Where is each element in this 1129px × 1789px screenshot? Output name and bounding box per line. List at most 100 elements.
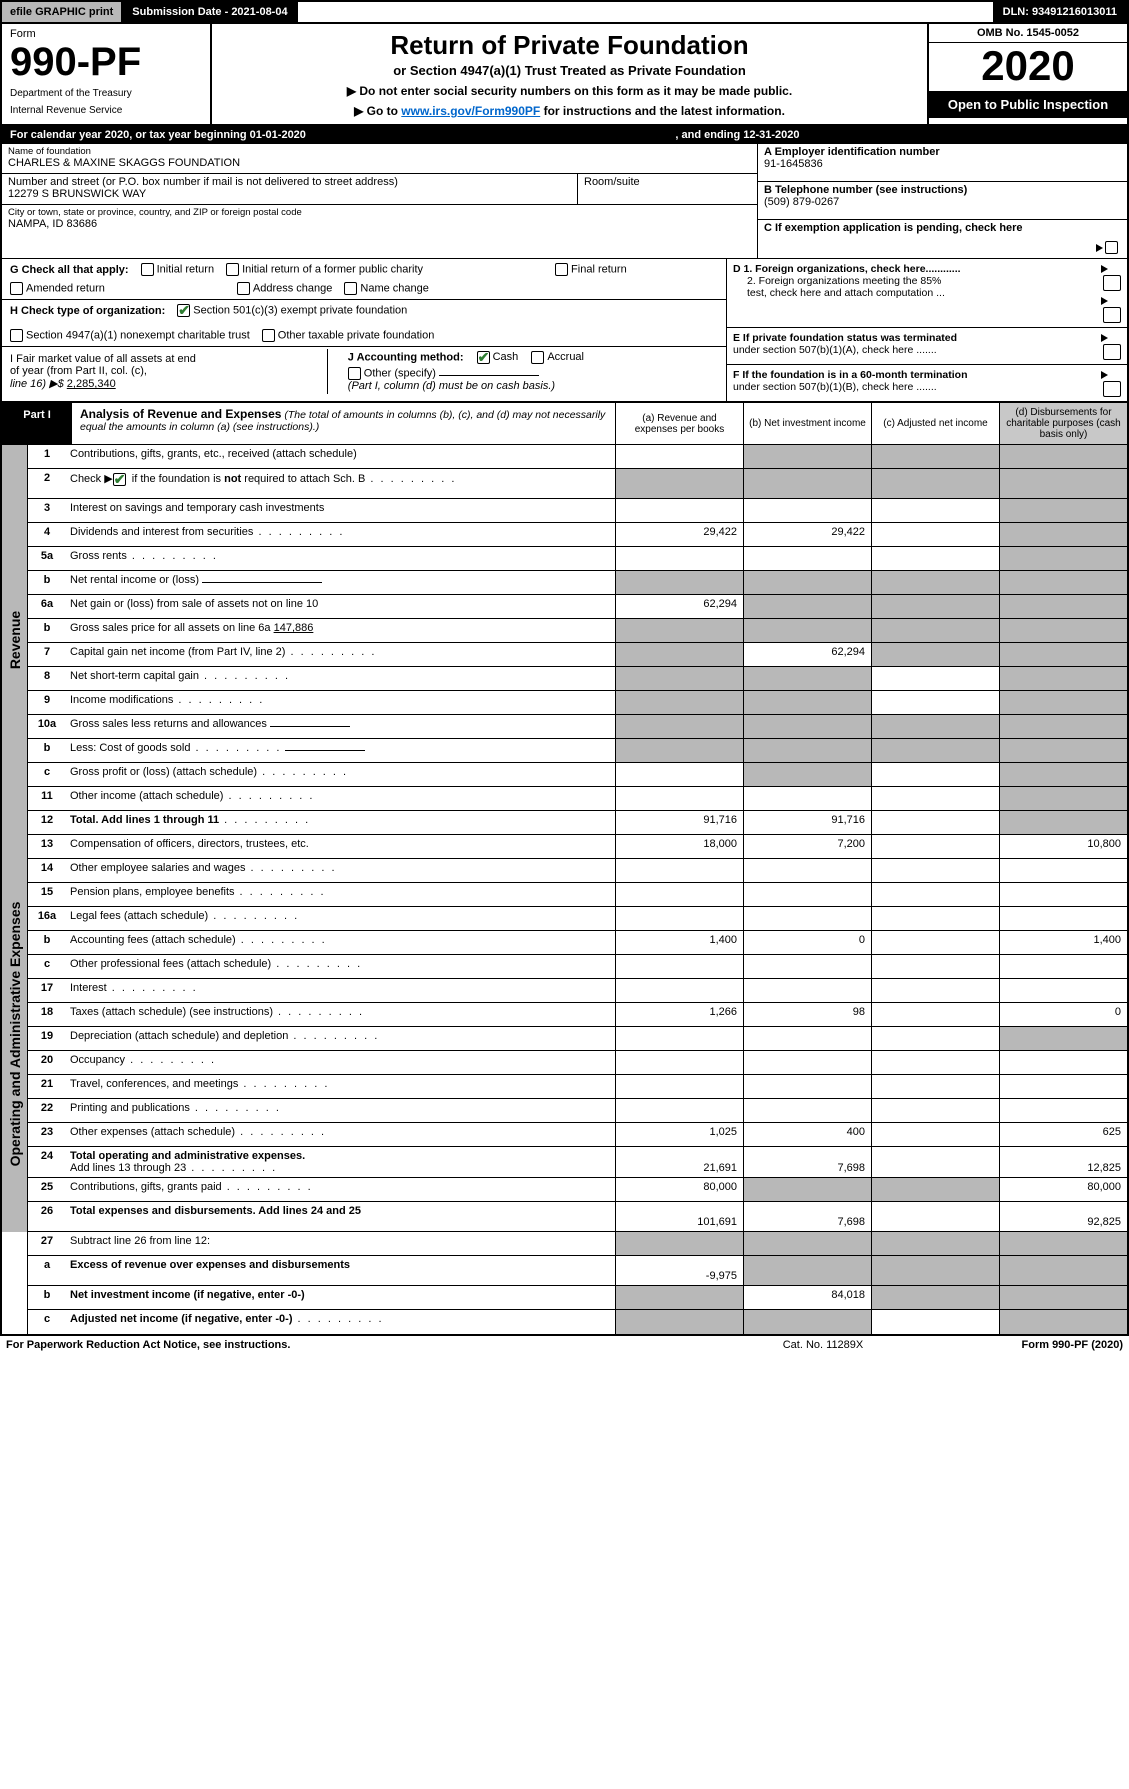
line-25: Contributions, gifts, grants paid xyxy=(66,1178,615,1201)
dept-irs: Internal Revenue Service xyxy=(10,105,202,116)
sections-g-to-j: G Check all that apply: Initial return I… xyxy=(2,259,1127,403)
line-4: Dividends and interest from securities xyxy=(66,523,615,546)
line-8: Net short-term capital gain xyxy=(66,667,615,690)
form-subtitle: or Section 4947(a)(1) Trust Treated as P… xyxy=(222,63,917,78)
line-25-col-a: 80,000 xyxy=(615,1178,743,1201)
ss-note: ▶ Do not enter social security numbers o… xyxy=(222,84,917,98)
open-inspection: Open to Public Inspection xyxy=(929,91,1127,118)
revenue-table: Revenue 1Contributions, gifts, grants, e… xyxy=(2,445,1127,835)
line-26-col-a: 101,691 xyxy=(615,1202,743,1231)
other-method-checkbox[interactable] xyxy=(348,367,361,380)
tax-year: 2020 xyxy=(929,43,1127,91)
section-j: J Accounting method: Cash Accrual Other … xyxy=(340,347,726,396)
omb-number: OMB No. 1545-0052 xyxy=(929,24,1127,43)
line-16b-col-d: 1,400 xyxy=(999,931,1127,954)
form990pf-link[interactable]: www.irs.gov/Form990PF xyxy=(401,104,540,118)
line-6b-value: 147,886 xyxy=(274,622,314,634)
fmv-value: 2,285,340 xyxy=(67,378,116,390)
line-3: Interest on savings and temporary cash i… xyxy=(66,499,615,522)
expenses-side-label: Operating and Administrative Expenses xyxy=(2,835,28,1232)
exemption-pending-checkbox[interactable] xyxy=(1105,241,1118,254)
section-f: F If the foundation is in a 60-month ter… xyxy=(727,365,1127,401)
section-c: C If exemption application is pending, c… xyxy=(758,220,1127,258)
line-16c: Other professional fees (attach schedule… xyxy=(66,955,615,978)
line-5a: Gross rents xyxy=(66,547,615,570)
right-sections: D 1. Foreign organizations, check here..… xyxy=(727,259,1127,401)
catalog-number: Cat. No. 11289X xyxy=(723,1339,923,1351)
part1-header: Part I Analysis of Revenue and Expenses … xyxy=(2,403,1127,445)
cash-checkbox[interactable] xyxy=(477,351,490,364)
other-taxable-checkbox[interactable] xyxy=(262,329,275,342)
line-21: Travel, conferences, and meetings xyxy=(66,1075,615,1098)
info-left: Name of foundation CHARLES & MAXINE SKAG… xyxy=(2,144,757,258)
header-middle: Return of Private Foundation or Section … xyxy=(212,24,927,124)
line-12: Total. Add lines 1 through 11 xyxy=(66,811,615,834)
section-h: H Check type of organization: Section 50… xyxy=(2,300,726,347)
calyear-begin: For calendar year 2020, or tax year begi… xyxy=(10,129,675,141)
line-23-col-d: 625 xyxy=(999,1123,1127,1146)
d1-checkbox[interactable] xyxy=(1103,275,1121,291)
arrow-icon xyxy=(1101,265,1108,273)
expenses-table: Operating and Administrative Expenses 13… xyxy=(2,835,1127,1232)
city-cell: City or town, state or province, country… xyxy=(2,205,757,234)
amended-return-checkbox[interactable] xyxy=(10,282,23,295)
line-18: Taxes (attach schedule) (see instruction… xyxy=(66,1003,615,1026)
d2-checkbox[interactable] xyxy=(1103,307,1121,323)
info-grid: Name of foundation CHARLES & MAXINE SKAG… xyxy=(2,144,1127,259)
final-return-checkbox[interactable] xyxy=(555,263,568,276)
address-row: Number and street (or P.O. box number if… xyxy=(2,174,757,205)
revenue-side-label: Revenue xyxy=(2,445,28,835)
address-change-checkbox[interactable] xyxy=(237,282,250,295)
calendar-year-row: For calendar year 2020, or tax year begi… xyxy=(2,126,1127,144)
page-footer: For Paperwork Reduction Act Notice, see … xyxy=(0,1336,1129,1354)
telephone-cell: B Telephone number (see instructions) (5… xyxy=(758,182,1127,220)
line-1: Contributions, gifts, grants, etc., rece… xyxy=(66,445,615,468)
ein-value: 91-1645836 xyxy=(764,158,1121,170)
header-right: OMB No. 1545-0052 2020 Open to Public In… xyxy=(927,24,1127,124)
part1-columns: (a) Revenue and expenses per books (b) N… xyxy=(615,403,1127,444)
arrow-icon xyxy=(1096,244,1103,252)
line-4-col-a: 29,422 xyxy=(615,523,743,546)
line-27b-col-b: 84,018 xyxy=(743,1286,871,1309)
line-13: Compensation of officers, directors, tru… xyxy=(66,835,615,858)
line-4-col-b: 29,422 xyxy=(743,523,871,546)
arrow-icon xyxy=(1101,371,1108,379)
foundation-name-cell: Name of foundation CHARLES & MAXINE SKAG… xyxy=(2,144,757,174)
4947a1-checkbox[interactable] xyxy=(10,329,23,342)
section-d: D 1. Foreign organizations, check here..… xyxy=(727,259,1127,328)
f-checkbox[interactable] xyxy=(1103,381,1121,397)
telephone-value: (509) 879-0267 xyxy=(764,196,1121,208)
accrual-checkbox[interactable] xyxy=(531,351,544,364)
section-g: G Check all that apply: Initial return I… xyxy=(2,259,726,300)
sch-b-not-required-checkbox[interactable] xyxy=(113,473,126,486)
city-state-zip: NAMPA, ID 83686 xyxy=(8,218,751,230)
initial-return-checkbox[interactable] xyxy=(141,263,154,276)
line-20: Occupancy xyxy=(66,1051,615,1074)
line-24-col-d: 12,825 xyxy=(999,1147,1127,1177)
line-16b-col-a: 1,400 xyxy=(615,931,743,954)
dept-treasury: Department of the Treasury xyxy=(10,88,202,99)
name-change-checkbox[interactable] xyxy=(344,282,357,295)
line-6a-col-a: 62,294 xyxy=(615,595,743,618)
line-27-block: 27Subtract line 26 from line 12: aExcess… xyxy=(2,1232,1127,1334)
line-16a: Legal fees (attach schedule) xyxy=(66,907,615,930)
line-10a: Gross sales less returns and allowances xyxy=(66,715,615,738)
line-10c: Gross profit or (loss) (attach schedule) xyxy=(66,763,615,786)
line-27a: Excess of revenue over expenses and disb… xyxy=(66,1256,615,1285)
line-23-col-b: 400 xyxy=(743,1123,871,1146)
submission-date-button[interactable]: Submission Date - 2021-08-04 xyxy=(122,2,297,22)
line-12-col-b: 91,716 xyxy=(743,811,871,834)
line-14: Other employee salaries and wages xyxy=(66,859,615,882)
line-2: Check ▶ if the foundation is not require… xyxy=(66,469,615,498)
dln-label: DLN: 93491216013011 xyxy=(993,2,1127,22)
line-24-col-a: 21,691 xyxy=(615,1147,743,1177)
initial-return-former-checkbox[interactable] xyxy=(226,263,239,276)
col-d-header: (d) Disbursements for charitable purpose… xyxy=(999,403,1127,444)
line-13-col-b: 7,200 xyxy=(743,835,871,858)
efile-print-button[interactable]: efile GRAPHIC print xyxy=(2,2,122,22)
501c3-checkbox[interactable] xyxy=(177,304,190,317)
line-26: Total expenses and disbursements. Add li… xyxy=(66,1202,615,1231)
line-7: Capital gain net income (from Part IV, l… xyxy=(66,643,615,666)
line-5b: Net rental income or (loss) xyxy=(66,571,615,594)
e-checkbox[interactable] xyxy=(1103,344,1121,360)
